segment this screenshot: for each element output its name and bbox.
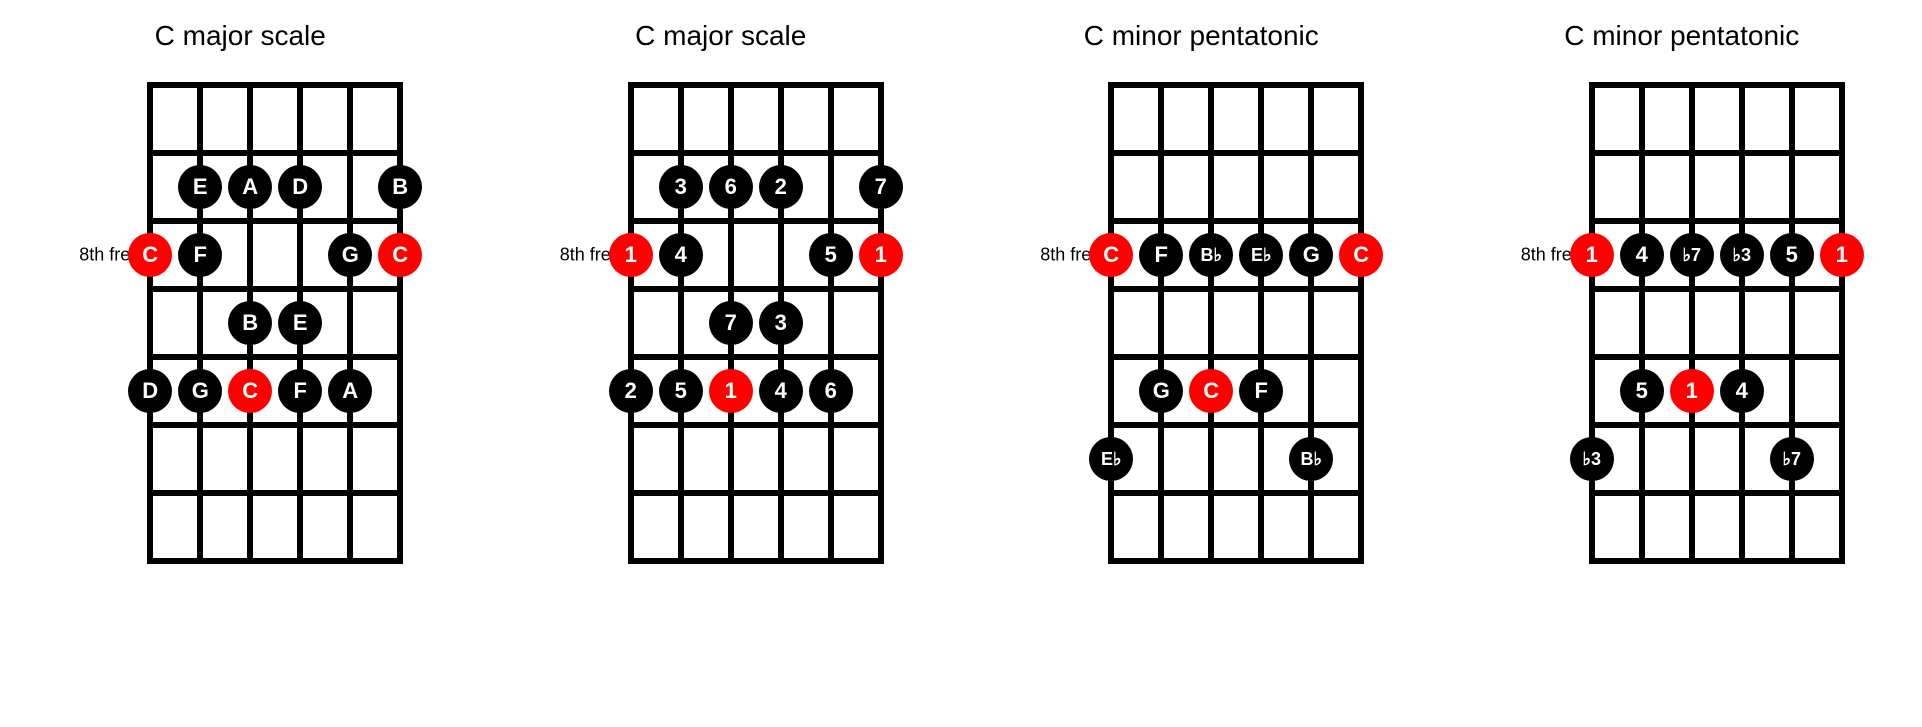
note: 2 xyxy=(759,165,803,209)
fretboard: EADBCFGCBEDGCFA xyxy=(147,82,403,564)
fretboard-grid xyxy=(1108,82,1364,564)
note: 2 xyxy=(609,369,653,413)
note: ♭7 xyxy=(1770,437,1814,481)
note: F xyxy=(1139,233,1183,277)
fretboard-wrap: 8th fretCFB♭E♭GCGCFE♭B♭ xyxy=(1038,82,1364,564)
note: G xyxy=(328,233,372,277)
root-note: C xyxy=(378,233,422,277)
note: G xyxy=(178,369,222,413)
scale-diagram: C major scale8th fret362714517325146 xyxy=(558,20,884,564)
note: G xyxy=(1139,369,1183,413)
root-note: C xyxy=(1189,369,1233,413)
scale-diagram: C minor pentatonic8th fret14♭7♭351514♭3♭… xyxy=(1519,20,1845,564)
note: D xyxy=(128,369,172,413)
diagram-title: C minor pentatonic xyxy=(1084,20,1319,52)
fretboard-grid xyxy=(628,82,884,564)
note: E♭ xyxy=(1239,233,1283,277)
root-note: 1 xyxy=(709,369,753,413)
note: 4 xyxy=(759,369,803,413)
note: ♭3 xyxy=(1570,437,1614,481)
root-note: 1 xyxy=(859,233,903,277)
root-note: C xyxy=(1089,233,1133,277)
note: 5 xyxy=(659,369,703,413)
root-note: 1 xyxy=(1820,233,1864,277)
fretboard-wrap: 8th fret14♭7♭351514♭3♭7 xyxy=(1519,82,1845,564)
note: 7 xyxy=(859,165,903,209)
note: 7 xyxy=(709,301,753,345)
note: ♭7 xyxy=(1670,233,1714,277)
root-note: C xyxy=(128,233,172,277)
note: A xyxy=(228,165,272,209)
note: B♭ xyxy=(1189,233,1233,277)
note: 4 xyxy=(1720,369,1764,413)
note: ♭3 xyxy=(1720,233,1764,277)
note: 5 xyxy=(809,233,853,277)
fretboard: CFB♭E♭GCGCFE♭B♭ xyxy=(1108,82,1364,564)
fretboard: 14♭7♭351514♭3♭7 xyxy=(1589,82,1845,564)
note: G xyxy=(1289,233,1333,277)
note: A xyxy=(328,369,372,413)
note: B♭ xyxy=(1289,437,1333,481)
fretboard-grid xyxy=(147,82,403,564)
note: 6 xyxy=(709,165,753,209)
note: E xyxy=(278,301,322,345)
note: D xyxy=(278,165,322,209)
fretboard: 362714517325146 xyxy=(628,82,884,564)
note: E♭ xyxy=(1089,437,1133,481)
root-note: 1 xyxy=(1670,369,1714,413)
root-note: C xyxy=(228,369,272,413)
note: 6 xyxy=(809,369,853,413)
note: 3 xyxy=(659,165,703,209)
note: B xyxy=(378,165,422,209)
note: F xyxy=(178,233,222,277)
fretboard-grid xyxy=(1589,82,1845,564)
scale-diagram: C minor pentatonic8th fretCFB♭E♭GCGCFE♭B… xyxy=(1038,20,1364,564)
note: 5 xyxy=(1770,233,1814,277)
note: 3 xyxy=(759,301,803,345)
note: 5 xyxy=(1620,369,1664,413)
note: F xyxy=(1239,369,1283,413)
root-note: 1 xyxy=(1570,233,1614,277)
note: B xyxy=(228,301,272,345)
note: E xyxy=(178,165,222,209)
root-note: 1 xyxy=(609,233,653,277)
fretboard-wrap: 8th fretEADBCFGCBEDGCFA xyxy=(77,82,403,564)
root-note: C xyxy=(1339,233,1383,277)
scale-diagram: C major scale8th fretEADBCFGCBEDGCFA xyxy=(77,20,403,564)
diagram-title: C major scale xyxy=(635,20,806,52)
fretboard-wrap: 8th fret362714517325146 xyxy=(558,82,884,564)
note: 4 xyxy=(659,233,703,277)
note: F xyxy=(278,369,322,413)
diagrams-container: C major scale8th fretEADBCFGCBEDGCFAC ma… xyxy=(20,20,1902,564)
diagram-title: C minor pentatonic xyxy=(1564,20,1799,52)
note: 4 xyxy=(1620,233,1664,277)
diagram-title: C major scale xyxy=(155,20,326,52)
